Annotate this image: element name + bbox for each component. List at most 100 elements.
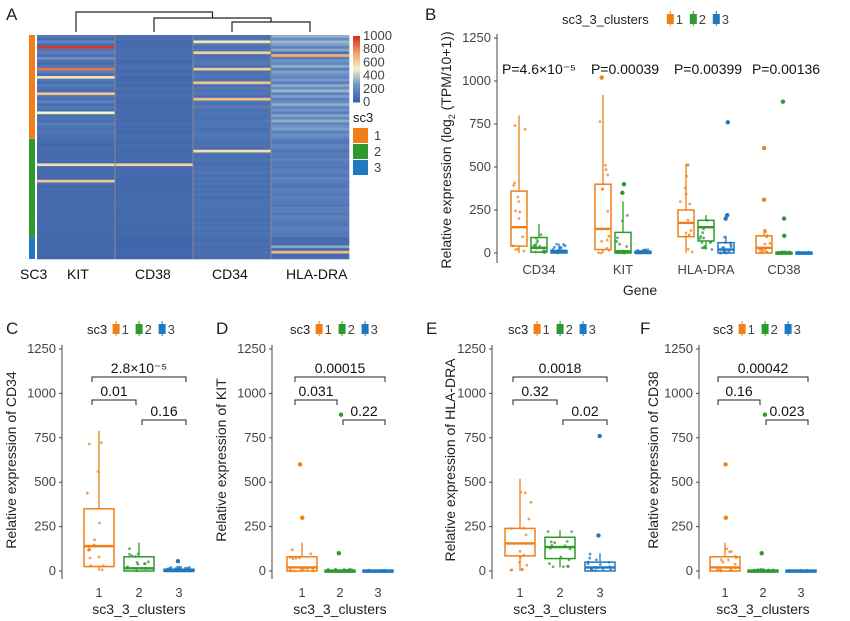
heatmap-cell [37,215,116,219]
heatmap-cell [271,168,350,172]
data-point [719,558,723,562]
comparison-bracket [765,419,809,425]
y-tick-label: 250 [464,519,486,534]
data-point [334,569,337,573]
heatmap-cell [37,103,116,107]
colorbar-segment [353,44,360,47]
data-point [788,569,792,573]
heatmap-cell [193,62,272,66]
data-point [760,247,764,251]
colorbar-segment [353,55,360,58]
legend-title: sc3 [713,322,733,337]
heatmap-cell [37,73,116,77]
heatmap-cell [193,116,272,120]
heatmap-cell [193,73,272,77]
heatmap-cell [193,231,272,235]
heatmap-cell [37,177,116,181]
y-tick-label: 0 [484,245,491,260]
heatmap-cell [37,133,116,137]
heatmap-cell [37,141,116,145]
data-point [546,530,550,533]
heatmap-cell [115,185,194,189]
heatmap-cell [193,81,272,85]
heatmap-cell [37,226,116,230]
comparison-bracket [512,376,608,382]
data-point [128,553,131,556]
heatmap-cell [271,56,350,60]
data-point [542,249,546,252]
data-point [723,235,726,239]
outlier-point [596,533,601,538]
legend-label: 2 [699,12,706,27]
data-point [88,548,91,552]
data-point [771,568,775,572]
heatmap-cell [37,204,116,208]
y-tick-label: 250 [244,519,266,534]
data-point [183,566,187,570]
data-point [620,219,624,223]
colorbar-segment [353,73,360,77]
y-tick-label: 250 [34,519,56,534]
data-point [563,544,567,548]
heatmap-cell [115,141,194,145]
colorbar-tick-label: 400 [363,68,385,83]
colorbar-tick-label: 0 [363,94,370,109]
data-point [607,234,611,238]
heatmap-cell [115,122,194,126]
heatmap-cell [37,119,116,123]
data-point [92,543,96,547]
data-point [555,242,559,246]
data-point [568,547,572,551]
heatmap-cell [193,92,272,96]
heatmap-cell [115,198,194,202]
data-point [551,565,555,569]
colorbar-segment [353,87,360,90]
comparison-bracket [342,419,386,425]
heatmap-cell [115,231,194,235]
heatmap-cell [115,248,194,252]
heatmap-cell [193,84,272,88]
heatmap-cell [37,201,116,205]
heatmap-cell [193,242,272,246]
heatmap-cell [37,256,116,260]
data-point [517,200,521,203]
data-point [727,558,730,562]
data-point [768,241,772,245]
heatmap-cell [115,223,194,227]
data-point [93,538,96,542]
heatmap-cell [193,103,272,107]
data-point [709,240,713,244]
data-point [521,568,524,572]
data-point [567,558,571,562]
data-point [510,527,513,530]
heatmap-cell [115,95,194,99]
heatmap-cell [115,182,194,186]
data-point [702,236,706,240]
heatmap-cell [115,119,194,123]
heatmap-cell [37,157,116,161]
heatmap-cell [115,127,194,131]
row-annotation-label: SC3 [20,266,47,282]
data-point [688,202,692,206]
heatmap-cell [37,84,116,88]
panel-c-boxplot: 0 250 500 750 1000 1250 Relative expression of… [3,321,195,617]
heatmap-cell [115,130,194,134]
colorbar-segment [353,100,360,103]
heatmap-cell [193,228,272,232]
data-point [761,250,764,254]
heatmap-cell [37,207,116,211]
heatmap-cell [37,51,116,55]
data-point [807,250,810,254]
data-point [586,562,590,566]
data-point [615,240,619,243]
data-point [616,236,619,240]
heatmap-cell [115,220,194,224]
data-point [548,546,552,550]
data-point [534,236,538,240]
data-point [553,541,557,545]
colorbar-segment [353,83,360,86]
heatmap-cell [37,234,116,238]
y-axis-title: Relative expression of KIT [213,378,229,542]
x-tick-label: 1 [516,585,523,600]
data-point [810,569,814,573]
